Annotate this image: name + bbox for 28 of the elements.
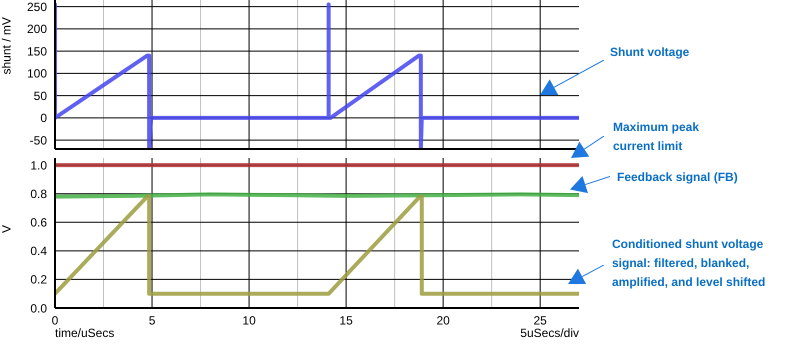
- y-tick-label: 150: [26, 44, 48, 58]
- y-tick-label: 0: [40, 111, 48, 126]
- y-tick-label: 50: [34, 88, 48, 103]
- y-tick-label: 250: [26, 0, 48, 14]
- text: Conditioned shunt voltage signal: filtered, blanked, amplified, and level shifted: [612, 236, 766, 291]
- y-tick-label: 0.0: [30, 301, 48, 316]
- y-tick-label: 0.8: [30, 186, 48, 201]
- y-tick-label: -50: [30, 133, 48, 148]
- y-tick-label: 100: [26, 66, 48, 81]
- y-axis-title: V: [0, 224, 14, 233]
- y-tick-label: 1.0: [30, 158, 48, 172]
- x-tick-label: 25: [534, 314, 548, 328]
- y-tick-label: 0.2: [30, 272, 48, 287]
- text: 5uSecs/div: [519, 326, 579, 340]
- text: Shunt voltage: [610, 44, 690, 61]
- x-tick-label: 5: [148, 314, 156, 328]
- y-tick-label: 200: [26, 22, 48, 36]
- text: Feedback signal (FB): [617, 169, 739, 186]
- y-tick-label: 0.6: [30, 216, 48, 230]
- x-tick-label: 20: [436, 314, 450, 328]
- text: Maximum peak current limit: [613, 119, 700, 155]
- x-tick-label: 15: [339, 314, 354, 328]
- y-tick-label: 0.4: [30, 244, 48, 258]
- x-tick-label: 0: [52, 314, 59, 328]
- x-tick-label: 10: [242, 314, 256, 328]
- line-series: [55, 2, 579, 149]
- y-axis-title: shunt / mV: [0, 17, 14, 74]
- x-axis-title: time/uSecs: [55, 326, 114, 340]
